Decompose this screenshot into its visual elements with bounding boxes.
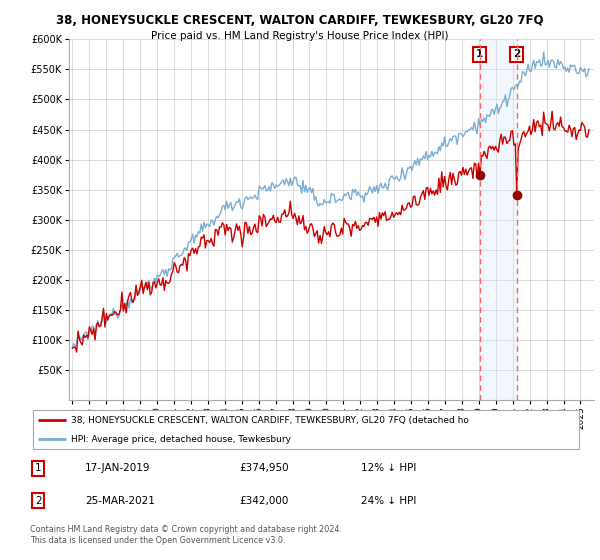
Bar <box>479 39 517 400</box>
Text: 17-JAN-2019: 17-JAN-2019 <box>85 464 151 473</box>
Text: 2: 2 <box>513 49 520 59</box>
Text: Contains HM Land Registry data © Crown copyright and database right 2024.
This d: Contains HM Land Registry data © Crown c… <box>30 525 342 545</box>
Text: 1: 1 <box>35 464 41 473</box>
Text: 24% ↓ HPI: 24% ↓ HPI <box>361 496 416 506</box>
Text: £342,000: £342,000 <box>240 496 289 506</box>
Text: 38, HONEYSUCKLE CRESCENT, WALTON CARDIFF, TEWKESBURY, GL20 7FQ (detached ho: 38, HONEYSUCKLE CRESCENT, WALTON CARDIFF… <box>71 416 469 424</box>
Text: Price paid vs. HM Land Registry's House Price Index (HPI): Price paid vs. HM Land Registry's House … <box>151 31 449 41</box>
Text: £374,950: £374,950 <box>240 464 289 473</box>
Text: HPI: Average price, detached house, Tewkesbury: HPI: Average price, detached house, Tewk… <box>71 435 292 444</box>
Text: 38, HONEYSUCKLE CRESCENT, WALTON CARDIFF, TEWKESBURY, GL20 7FQ: 38, HONEYSUCKLE CRESCENT, WALTON CARDIFF… <box>56 14 544 27</box>
Text: 1: 1 <box>476 49 484 59</box>
Text: 2: 2 <box>35 496 41 506</box>
Text: 12% ↓ HPI: 12% ↓ HPI <box>361 464 416 473</box>
FancyBboxPatch shape <box>33 410 579 449</box>
Text: 25-MAR-2021: 25-MAR-2021 <box>85 496 155 506</box>
